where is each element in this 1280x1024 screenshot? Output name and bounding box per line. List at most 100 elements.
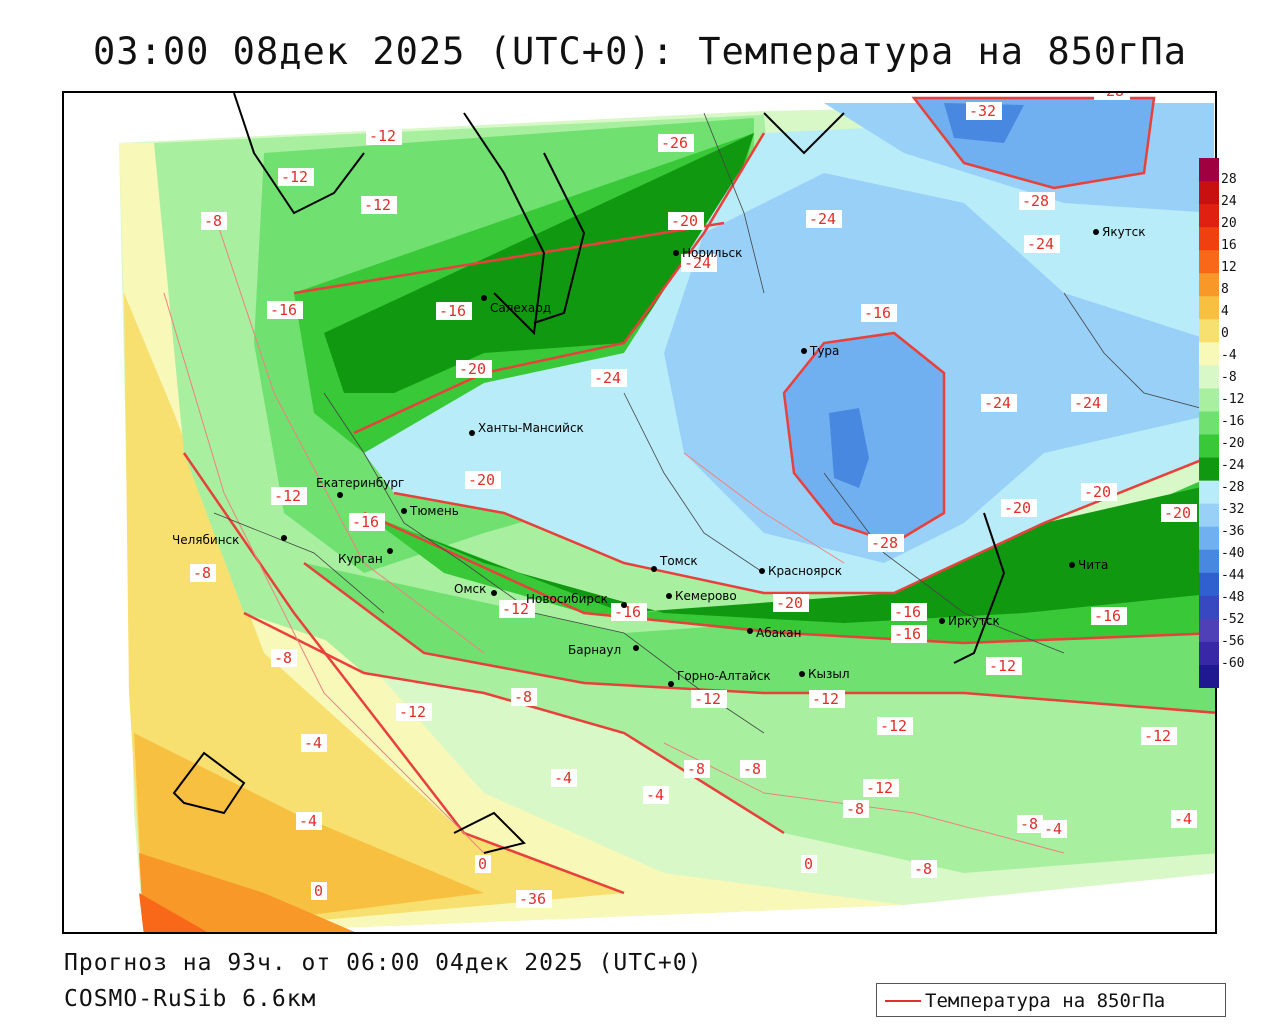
contour-label: -16 (891, 603, 927, 621)
temperature-fields (119, 98, 1215, 932)
isotherm-thin-lines (163, 212, 1065, 854)
legend-label: Температура на 850гПа (925, 990, 1166, 1012)
city-label: Новосибирск (526, 592, 608, 606)
colorbar-segment (1199, 204, 1219, 228)
colorbar-segment (1199, 342, 1219, 366)
svg-text:-12: -12 (812, 690, 839, 708)
admin-borders (213, 112, 1215, 734)
contour-label: -8 (511, 688, 537, 706)
city-marker: Норильск (673, 246, 742, 260)
contour-label: -12 (366, 127, 402, 145)
city-marker: Екатеринбург (316, 476, 404, 498)
city-marker: Абакан (747, 626, 801, 640)
map-title: 03:00 08дек 2025 (UTC+0): Температура на… (93, 30, 1187, 73)
contour-label: -16 (436, 302, 472, 320)
city-marker: Барнаул (568, 643, 639, 657)
colorbar-segment (1199, 526, 1219, 551)
contour-label: -4 (1041, 820, 1067, 838)
svg-text:-20: -20 (1084, 483, 1111, 501)
contour-label: -28 (1094, 93, 1130, 100)
contour-label: 0 (311, 882, 327, 900)
contour-label: -16 (891, 625, 927, 643)
svg-text:-26: -26 (661, 134, 688, 152)
contour-label: -20 (1001, 499, 1037, 517)
colorbar-segment (1199, 296, 1219, 320)
svg-text:-4: -4 (304, 734, 322, 752)
map-canvas: -32 -28 -28 -24 -24 -24 -24 -24 -24 -20 -20 -20 -20 -… (64, 93, 1215, 932)
contour-labels: -32 -28 -28 -24 -24 -24 -24 -24 -24 -20 -20 -20 -20 -… (190, 93, 1197, 908)
city-marker: Красноярск (759, 564, 842, 578)
svg-text:-12: -12 (1144, 727, 1171, 745)
contour-label: -20 (773, 594, 809, 612)
colorbar-tick-label: -48 (1221, 590, 1245, 605)
colorbar-tick-label: -16 (1221, 414, 1245, 429)
svg-text:-16: -16 (894, 603, 921, 621)
svg-text:-12: -12 (274, 487, 301, 505)
colorbar-tick-label: -32 (1221, 502, 1245, 517)
colorbar-segment (1199, 664, 1219, 688)
city-marker: Новосибирск (526, 592, 627, 608)
svg-text:-4: -4 (1044, 820, 1062, 838)
city-marker: Челябинск (172, 533, 287, 547)
colorbar-ticks: 28 24 20 16 12 8 4 0 -4 -8 -12 -16 -20 -24 -28 -32 -36 -4… (1221, 0, 1280, 1024)
city-label: Тура (809, 344, 839, 358)
colorbar-tick-label: -20 (1221, 436, 1245, 451)
contour-label: -12 (691, 690, 727, 708)
colorbar-segment (1199, 618, 1219, 643)
contour-label: -12 (986, 657, 1022, 675)
svg-text:-12: -12 (694, 690, 721, 708)
contour-label: -8 (684, 760, 710, 778)
forecast-caption: Прогноз на 93ч. от 06:00 04дек 2025 (UTC… (64, 950, 703, 976)
contour-label: -28 (868, 534, 904, 552)
city-marker: Салехард (481, 295, 551, 315)
contour-label: -8 (201, 212, 227, 230)
colorbar-tick-label: -44 (1221, 568, 1245, 583)
contour-label: -26 (658, 134, 694, 152)
svg-text:-16: -16 (352, 513, 379, 531)
svg-text:0: 0 (804, 855, 813, 873)
svg-text:-32: -32 (969, 102, 996, 120)
svg-text:-28: -28 (1022, 192, 1049, 210)
contour-label: -24 (1071, 394, 1107, 412)
svg-text:-12: -12 (880, 717, 907, 735)
colorbar-tick-label: -4 (1221, 348, 1237, 363)
colorbar-tick-label: -60 (1221, 656, 1245, 671)
city-label: Кемерово (675, 589, 737, 603)
svg-text:-8: -8 (204, 212, 222, 230)
svg-text:-20: -20 (671, 212, 698, 230)
city-marker: Тюмень (401, 504, 459, 518)
colorbar-segment (1199, 595, 1219, 620)
svg-text:-16: -16 (894, 625, 921, 643)
city-label: Томск (659, 554, 698, 568)
contour-label: -20 (1161, 504, 1197, 522)
colorbar-tick-label: -8 (1221, 370, 1237, 385)
colorbar-tick-label: 8 (1221, 282, 1229, 297)
contour-label: -24 (981, 394, 1017, 412)
city-label: Омск (454, 582, 486, 596)
svg-text:-28: -28 (1097, 93, 1124, 100)
svg-text:-4: -4 (299, 812, 317, 830)
city-marker: Кызыл (799, 667, 850, 681)
colorbar-segment (1199, 250, 1219, 274)
svg-text:-28: -28 (871, 534, 898, 552)
contour-label: -24 (806, 210, 842, 228)
svg-text:-4: -4 (646, 786, 664, 804)
colorbar-tick-label: 24 (1221, 194, 1237, 209)
svg-text:-24: -24 (809, 210, 836, 228)
svg-text:-12: -12 (369, 127, 396, 145)
svg-text:-20: -20 (468, 471, 495, 489)
contour-label: -20 (465, 471, 501, 489)
svg-text:-16: -16 (614, 603, 641, 621)
contour-label: -12 (809, 690, 845, 708)
svg-text:-12: -12 (866, 779, 893, 797)
svg-text:-4: -4 (1174, 810, 1192, 828)
model-caption: COSMO-RuSib 6.6км (64, 986, 317, 1012)
svg-text:-16: -16 (864, 304, 891, 322)
colorbar-segment (1199, 158, 1219, 182)
svg-text:-20: -20 (1164, 504, 1191, 522)
svg-text:-20: -20 (459, 360, 486, 378)
contour-label: -4 (301, 734, 327, 752)
svg-text:-8: -8 (743, 760, 761, 778)
colorbar-tick-label: -28 (1221, 480, 1245, 495)
contour-label: -24 (1024, 235, 1060, 253)
